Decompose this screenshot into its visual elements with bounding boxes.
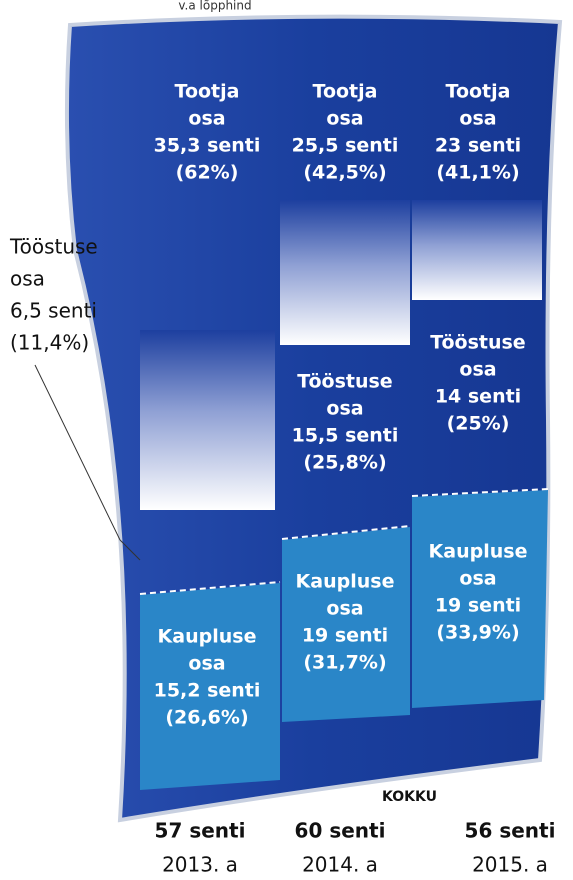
note: v.a lõpphind <box>178 0 251 13</box>
industry-text: 14 senti <box>435 386 521 408</box>
producer-text: 23 senti <box>435 135 521 157</box>
industry-text: osa <box>326 398 363 420</box>
producer-text: (62%) <box>176 162 239 184</box>
infographic: v.a lõpphind KOKKU Tootja osa 35,3 senti (6… <box>0 0 573 880</box>
producer-text: Tootja <box>175 81 240 103</box>
producer-text: Tootja <box>313 81 378 103</box>
total-label: KOKKU <box>382 789 437 805</box>
shop-text: (26,6%) <box>165 707 248 729</box>
total: 57 senti <box>155 819 246 843</box>
shop-text: Kaupluse <box>158 626 257 648</box>
callout-text: Tööstuse <box>9 235 98 259</box>
year: 2015. a <box>472 853 548 877</box>
producer-text: Tootja <box>446 81 511 103</box>
total: 60 senti <box>295 819 386 843</box>
industry-text: 15,5 senti <box>292 425 399 447</box>
shop-text: osa <box>459 568 496 590</box>
white-band <box>140 330 275 510</box>
callout-text: (11,4%) <box>10 331 89 355</box>
shop-text: (31,7%) <box>303 652 386 674</box>
industry-text: Tööstuse <box>430 332 525 354</box>
shop-text: Kaupluse <box>296 571 395 593</box>
producer-text: osa <box>459 108 496 130</box>
shop-text: 15,2 senti <box>154 680 261 702</box>
producer-text: 35,3 senti <box>154 135 261 157</box>
year: 2014. a <box>302 853 378 877</box>
producer-text: osa <box>326 108 363 130</box>
shop-text: 19 senti <box>435 595 521 617</box>
shop-text: 19 senti <box>302 625 388 647</box>
total: 56 senti <box>465 819 556 843</box>
producer-text: 25,5 senti <box>292 135 399 157</box>
shop-text: (33,9%) <box>436 622 519 644</box>
page: v.a lõpphind KOKKU Tootja osa 35,3 senti (6… <box>0 0 573 880</box>
callout-text: 6,5 senti <box>10 299 97 323</box>
industry-text: Tööstuse <box>297 371 392 393</box>
industry-text: (25,8%) <box>303 452 386 474</box>
shop-text: Kaupluse <box>429 541 528 563</box>
industry-text: (25%) <box>447 413 510 435</box>
producer-text: (41,1%) <box>436 162 519 184</box>
producer-text: osa <box>188 108 225 130</box>
year: 2013. a <box>162 853 238 877</box>
producer-text: (42,5%) <box>303 162 386 184</box>
shop-text: osa <box>188 653 225 675</box>
white-band <box>280 200 410 345</box>
industry-text: osa <box>459 359 496 381</box>
white-band <box>412 200 542 300</box>
shop-text: osa <box>326 598 363 620</box>
callout-text: osa <box>10 267 45 291</box>
